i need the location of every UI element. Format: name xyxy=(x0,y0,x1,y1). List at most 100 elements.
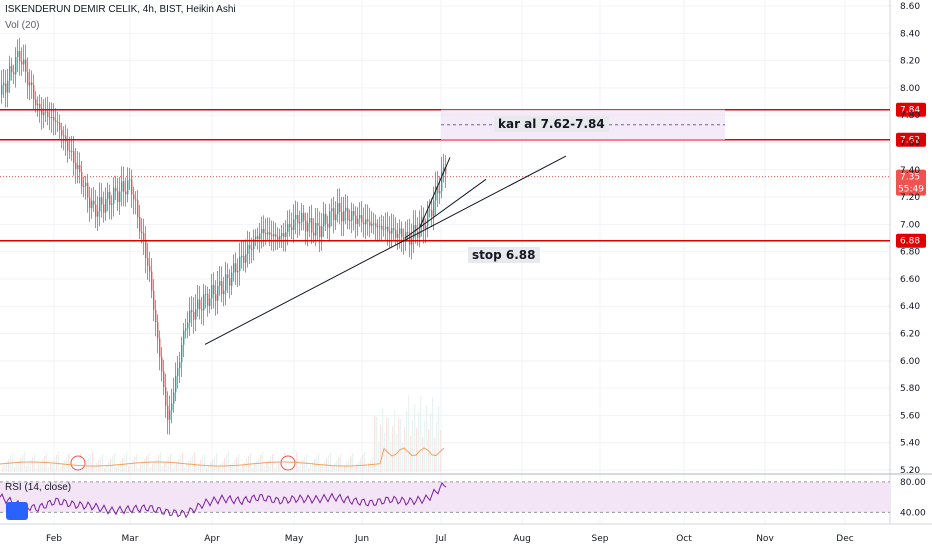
volume-bar xyxy=(404,427,406,472)
candle-body xyxy=(155,309,157,323)
candle-body xyxy=(255,236,257,239)
candle-body xyxy=(71,150,73,152)
volume-bar xyxy=(72,465,74,472)
volume-bar xyxy=(108,462,110,472)
volume-bar xyxy=(340,454,342,472)
volume-bar xyxy=(382,409,384,472)
volume-bar xyxy=(392,426,394,472)
candle-body xyxy=(113,187,115,204)
countdown-label: 55:49 xyxy=(898,185,924,195)
volume-bar xyxy=(318,453,320,472)
candle-body xyxy=(209,298,211,306)
candle-body xyxy=(281,233,283,236)
candle-body xyxy=(175,375,177,393)
candle-body xyxy=(107,191,109,199)
price-axis-tick: 6.80 xyxy=(900,248,920,258)
candle-body xyxy=(213,285,215,295)
volume-bar xyxy=(420,396,422,472)
candle-body xyxy=(187,322,189,329)
volume-bar xyxy=(86,461,88,472)
volume-bar xyxy=(62,463,64,472)
candle-body xyxy=(117,191,119,203)
rsi-line xyxy=(0,481,447,519)
candle-body xyxy=(231,272,233,286)
candle-body xyxy=(261,228,263,234)
volume-bar xyxy=(38,465,40,472)
candle-body xyxy=(343,211,345,222)
volume-bar xyxy=(210,462,212,472)
rsi-label: RSI (14, close) xyxy=(5,482,72,493)
candle-body xyxy=(433,200,435,217)
candle-body xyxy=(47,111,49,118)
volume-bar xyxy=(422,437,424,472)
volume-bar xyxy=(216,453,218,472)
candle-body xyxy=(439,191,441,194)
volume-bar xyxy=(194,452,196,472)
volume-bar xyxy=(116,467,118,472)
price-axis-tick: 5.40 xyxy=(900,439,920,449)
level-tag xyxy=(896,102,926,117)
volume-bar xyxy=(398,418,400,472)
volume-bar xyxy=(344,465,346,472)
volume-bar xyxy=(94,466,96,472)
candle-body xyxy=(393,228,395,231)
candle-body xyxy=(219,281,221,286)
volume-bar xyxy=(164,463,166,472)
volume-bar xyxy=(68,454,70,472)
candle-body xyxy=(425,225,427,229)
target-annotation[interactable]: kar al 7.62-7.84 xyxy=(494,116,609,132)
volume-bar xyxy=(252,467,254,472)
level-tag xyxy=(896,233,926,248)
candle-body xyxy=(445,166,447,174)
volume-bar xyxy=(190,458,192,472)
candle-body xyxy=(57,122,59,124)
candle-body xyxy=(333,208,335,221)
candle-body xyxy=(313,232,315,236)
candle-body xyxy=(421,216,423,224)
candle-body xyxy=(283,233,285,237)
candle-body xyxy=(299,222,301,224)
volume-bar xyxy=(176,462,178,472)
candle-body xyxy=(407,232,409,234)
chart-title: ISKENDERUN DEMIR CELIK, 4h, BIST, Heikin… xyxy=(5,4,236,15)
time-axis-tick: Apr xyxy=(204,534,220,544)
volume-bars xyxy=(2,395,442,472)
candle-body xyxy=(115,187,117,192)
volume-bar xyxy=(122,458,124,472)
volume-bar xyxy=(112,456,114,472)
candle-body xyxy=(7,80,9,93)
volume-bar xyxy=(350,456,352,472)
candle-body xyxy=(369,221,371,226)
candle-body xyxy=(317,222,319,226)
volume-bar xyxy=(250,453,252,472)
volume-bar xyxy=(320,467,322,472)
price-axis-tick: 7.40 xyxy=(900,166,920,176)
volume-bar xyxy=(88,458,90,472)
volume-bar xyxy=(230,466,232,472)
level-tag xyxy=(896,132,926,147)
candle-body xyxy=(223,290,225,295)
volume-bar xyxy=(202,457,204,472)
candle-body xyxy=(35,99,37,106)
candle-body xyxy=(441,171,443,192)
candle-body xyxy=(389,231,391,234)
level-tag-label: 7.62 xyxy=(900,136,920,146)
candle-body xyxy=(123,181,125,192)
volume-bar xyxy=(128,466,130,472)
candle-body xyxy=(395,230,397,238)
candle-body xyxy=(217,285,219,301)
time-axis-tick: Jun xyxy=(354,534,369,544)
stop-annotation[interactable]: stop 6.88 xyxy=(468,247,540,263)
volume-bar xyxy=(362,455,364,472)
volume-bar xyxy=(368,463,370,472)
volume-bar xyxy=(188,461,190,472)
volume-bar xyxy=(400,419,402,472)
candle-body xyxy=(331,208,333,212)
level-tag-label: 6.88 xyxy=(900,237,920,247)
candle-body xyxy=(65,135,67,142)
volume-bar xyxy=(60,466,62,472)
price-axis-tick: 7.80 xyxy=(900,111,920,121)
candle-body xyxy=(19,51,21,62)
volume-bar xyxy=(324,461,326,472)
